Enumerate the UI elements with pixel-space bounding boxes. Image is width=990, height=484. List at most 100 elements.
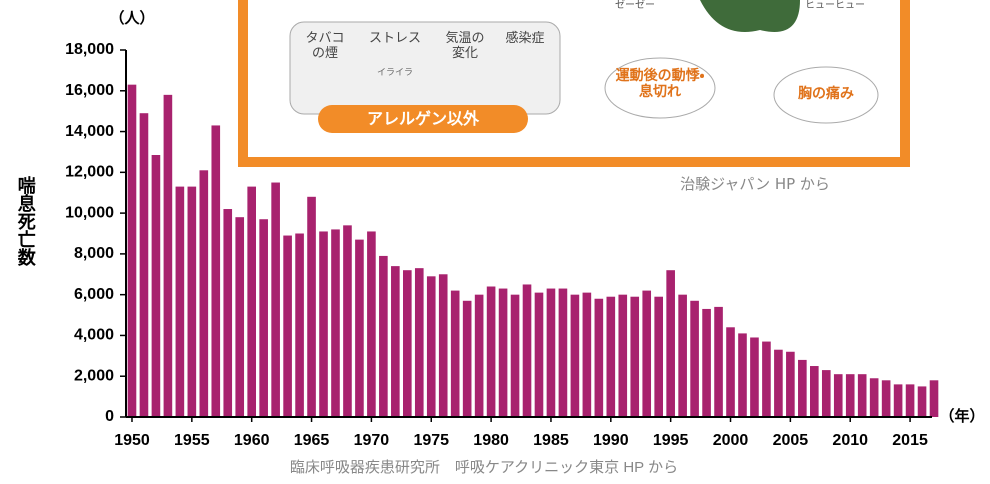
bar	[499, 289, 508, 417]
x-tick-label: 1990	[593, 432, 629, 449]
bar	[511, 295, 520, 417]
bar	[858, 374, 867, 417]
bar	[211, 125, 220, 417]
credit: 治験ジャパン HP から	[640, 176, 870, 193]
bar	[475, 295, 484, 417]
x-tick-label: 1970	[354, 432, 390, 449]
bar	[762, 342, 771, 417]
bar	[882, 380, 891, 417]
source: 臨床呼吸器疾患研究所 呼吸ケアクリニック東京 HP から	[290, 459, 678, 476]
y-tick-label: 10,000	[65, 204, 114, 221]
bar	[367, 231, 376, 417]
irritation: イライラ	[360, 68, 430, 78]
bar	[176, 187, 185, 417]
x-tick-label: 1955	[174, 432, 210, 449]
sound: ヒューヒュー	[805, 0, 865, 12]
trigger: ストレス	[360, 32, 430, 47]
x-unit: （年）	[939, 407, 984, 425]
bar	[235, 217, 244, 417]
chart: （人） （年） 臨床呼吸器疾患研究所 呼吸ケアクリニック東京 HP から 02,…	[0, 0, 990, 484]
bar	[690, 301, 699, 417]
bar	[523, 284, 532, 417]
bar	[559, 289, 568, 417]
bar	[595, 299, 604, 417]
bar	[571, 295, 580, 417]
bar	[642, 291, 651, 417]
x-tick-label: 2000	[713, 432, 749, 449]
bar	[152, 155, 161, 417]
x-tick-label: 2005	[773, 432, 809, 449]
x-tick-label: 1985	[533, 432, 569, 449]
x-tick-label: 2010	[832, 432, 868, 449]
bar	[834, 374, 843, 417]
trigger: 感染症	[495, 32, 555, 47]
y-axis-label: 喘息死亡数	[14, 176, 35, 266]
bar	[714, 307, 723, 417]
bar	[319, 231, 328, 417]
bar	[415, 268, 424, 417]
x-tick-label: 1975	[413, 432, 449, 449]
y-tick-label: 0	[105, 408, 114, 425]
bar	[259, 219, 268, 417]
x-tick-label: 1950	[114, 432, 150, 449]
bar	[463, 301, 472, 417]
x-tick-label: 1960	[234, 432, 270, 449]
x-tick-label: 2015	[892, 432, 928, 449]
bar	[403, 270, 412, 417]
y-tick-label: 8,000	[74, 245, 114, 262]
x-tick-label: 1980	[473, 432, 509, 449]
bar	[247, 187, 256, 417]
bar	[283, 236, 292, 417]
bar	[894, 384, 903, 417]
bar	[822, 370, 831, 417]
bar	[666, 270, 675, 417]
bar	[427, 276, 436, 417]
bar	[439, 274, 448, 417]
bar	[654, 297, 663, 417]
bar	[918, 386, 927, 417]
bar	[391, 266, 400, 417]
bar	[798, 360, 807, 417]
y-tick-label: 18,000	[65, 41, 114, 58]
symptom: 運動後の動悸・息切れ	[615, 68, 705, 100]
y-tick-label: 4,000	[74, 327, 114, 344]
bar	[606, 297, 615, 417]
bar	[738, 333, 747, 417]
bar	[343, 225, 352, 417]
bar	[583, 293, 592, 417]
page: （人） （年） 臨床呼吸器疾患研究所 呼吸ケアクリニック東京 HP から 02,…	[0, 0, 990, 484]
y-unit: （人）	[109, 9, 154, 27]
bar	[630, 297, 639, 417]
bar	[188, 187, 197, 417]
bar	[223, 209, 232, 417]
bar	[618, 295, 627, 417]
bar	[726, 327, 735, 417]
y-tick-label: 6,000	[74, 286, 114, 303]
y-tick-label: 14,000	[65, 123, 114, 140]
bar	[535, 293, 544, 417]
bar	[331, 229, 340, 417]
trigger: タバコの煙	[300, 32, 350, 62]
bar	[199, 170, 208, 417]
bar	[295, 234, 304, 418]
bar	[702, 309, 711, 417]
bar	[774, 350, 783, 417]
bar	[786, 352, 795, 417]
y-tick-label: 16,000	[65, 82, 114, 99]
bar	[906, 384, 915, 417]
trigger: 気温の変化	[440, 32, 490, 62]
bar	[271, 183, 280, 417]
bar	[355, 240, 364, 417]
x-tick-label: 1995	[653, 432, 689, 449]
sound: ゼーゼー	[610, 0, 660, 12]
bar	[164, 95, 173, 417]
symptom: 胸の痛み	[776, 86, 876, 102]
bar	[547, 289, 556, 417]
y-tick-label: 12,000	[65, 164, 114, 181]
bar	[846, 374, 855, 417]
bar	[930, 380, 939, 417]
bar	[810, 366, 819, 417]
bar	[379, 256, 388, 417]
bar	[678, 295, 687, 417]
bar	[487, 287, 496, 417]
